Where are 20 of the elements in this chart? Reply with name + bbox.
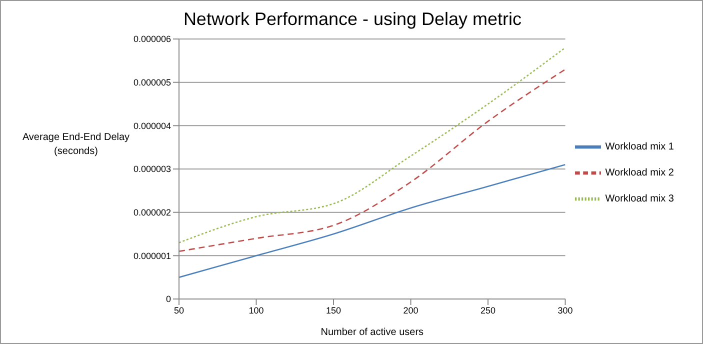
x-tick-label: 150 [326,305,342,316]
x-tick-label: 250 [480,305,496,316]
y-axis-title: Average End-End Delay (seconds) [21,131,131,159]
y-tick-label: 0.000002 [133,208,171,218]
x-axis-title: Number of active users [320,327,424,338]
legend-label: Workload mix 1 [605,142,674,153]
chart-title: Network Performance - using Delay metric [182,9,523,30]
y-tick-label: 0.000005 [133,78,171,88]
x-tick-label: 50 [174,305,184,316]
line-series [179,164,566,278]
y-tick-label: 0.000001 [133,250,171,261]
x-tick-label: 100 [248,305,264,316]
x-tick-label: 200 [403,305,418,316]
legend-label: Workload mix 3 [605,194,674,205]
y-tick-label: 0.000004 [133,120,171,131]
y-tick-label: 0.000003 [133,164,171,174]
x-tick-label: 300 [558,305,573,316]
legend-label: Workload mix 2 [605,168,674,179]
y-tick-label: 0 [166,294,171,304]
y-tick-label: 0.000006 [133,34,171,44]
